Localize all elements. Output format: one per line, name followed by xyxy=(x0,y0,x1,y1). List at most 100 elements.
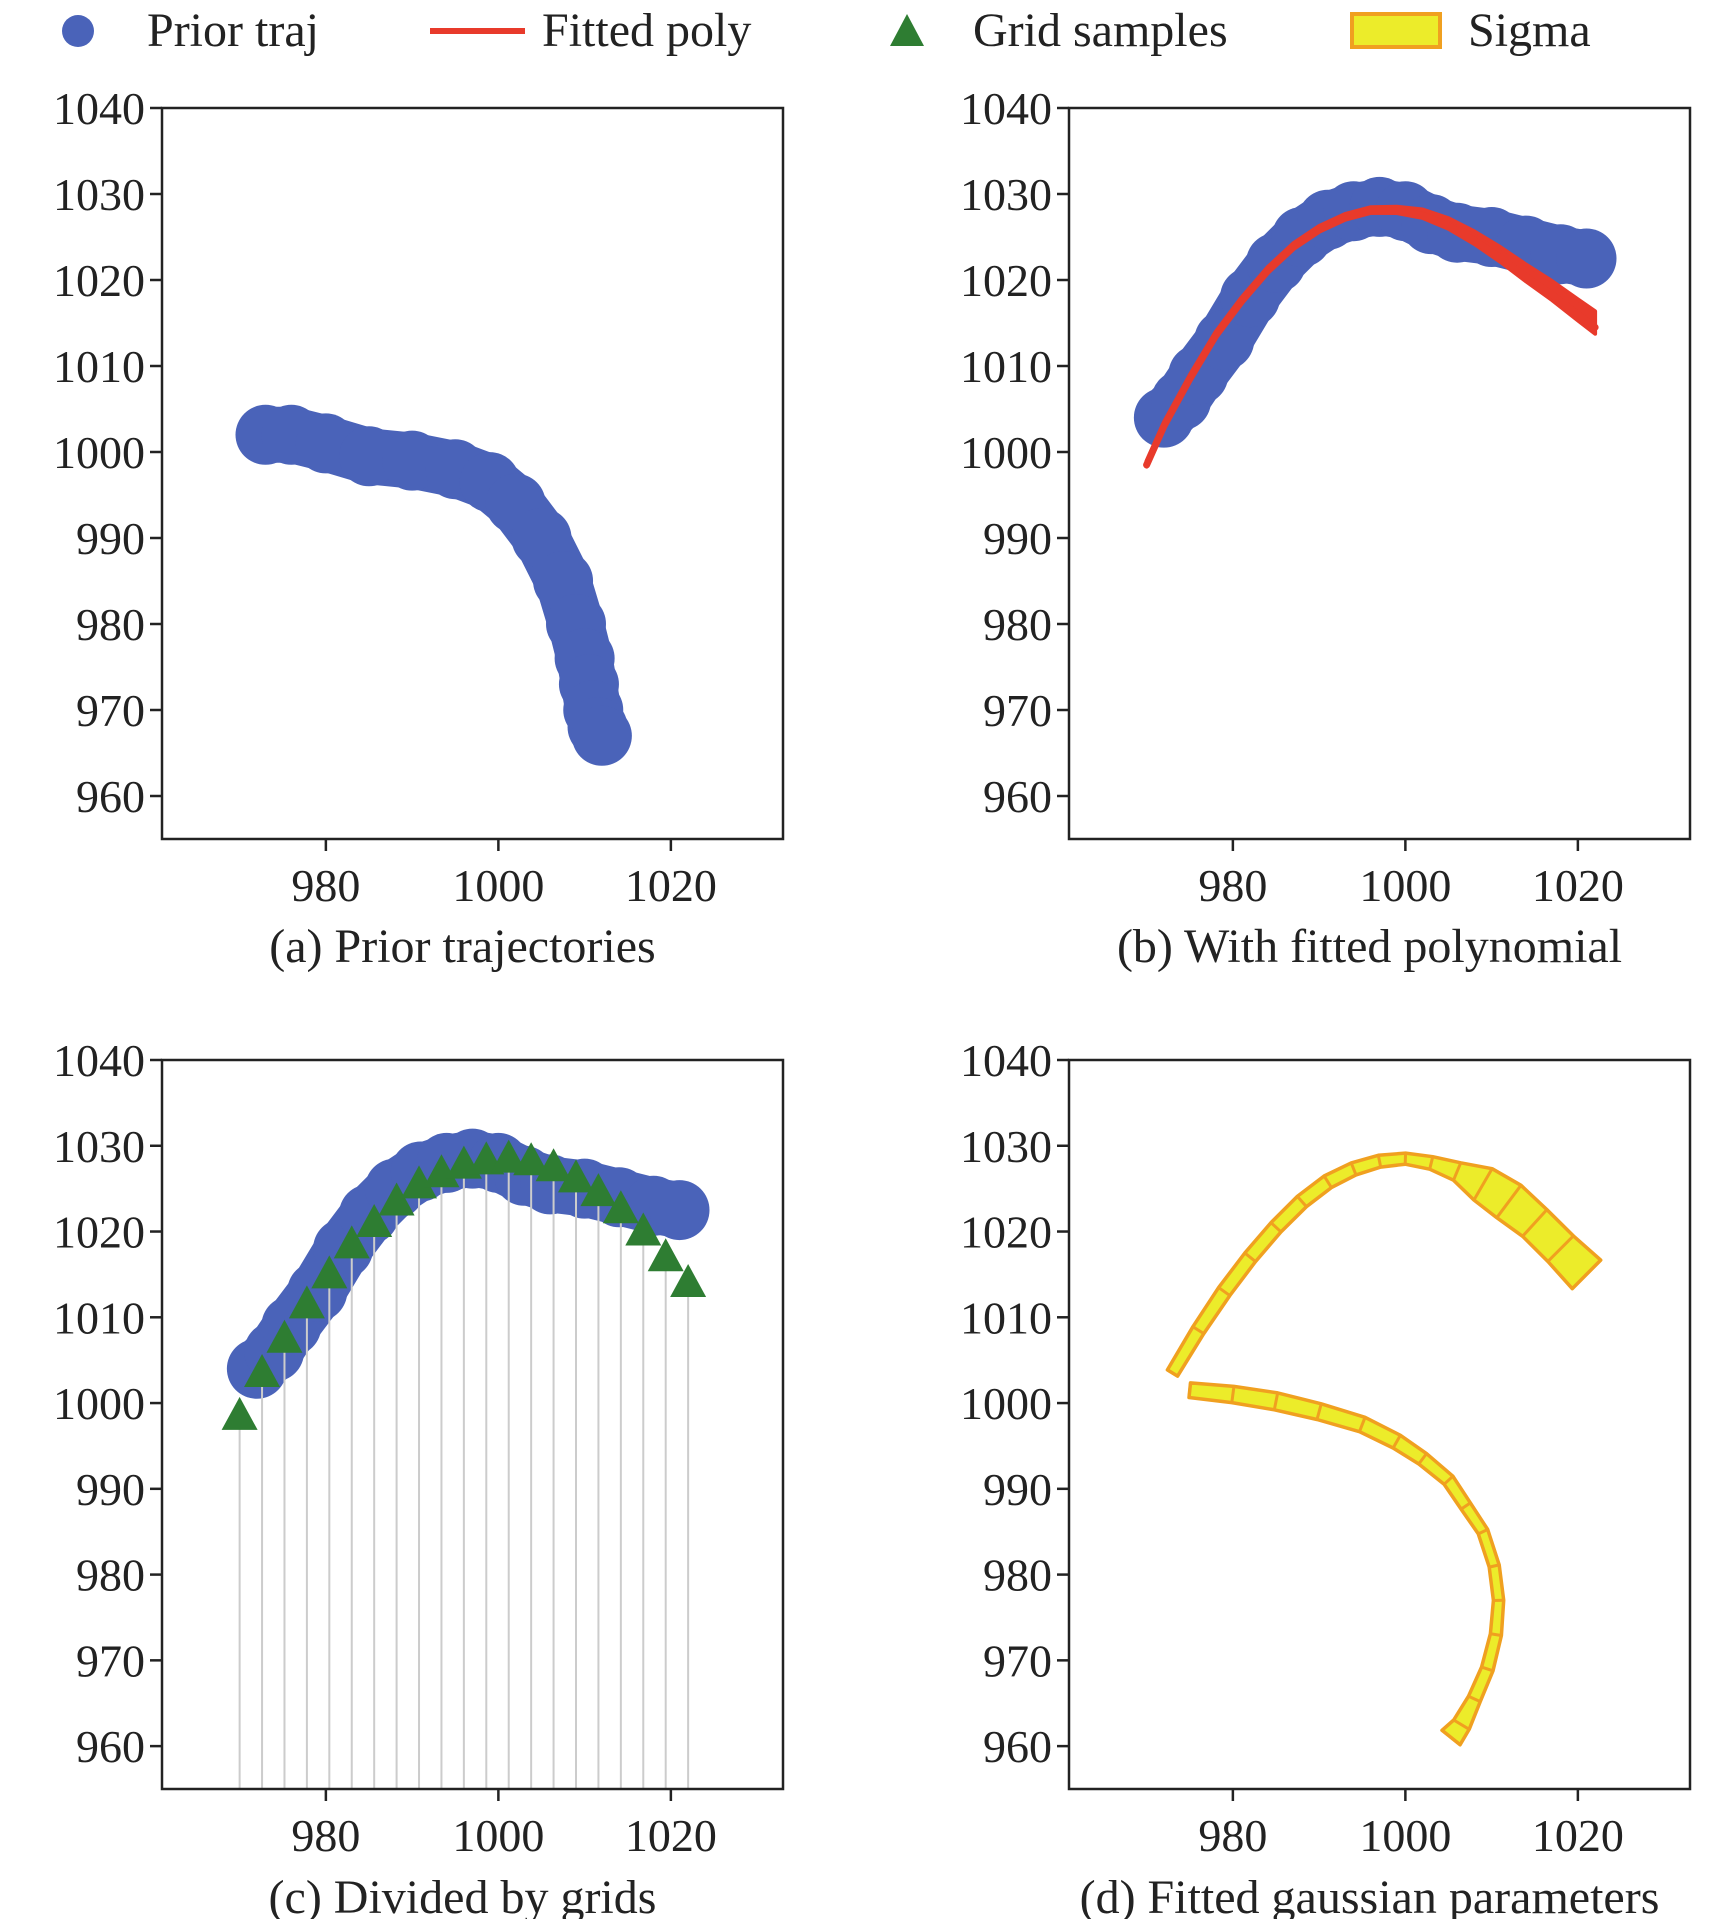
sigma-segment-divider xyxy=(1272,1392,1280,1411)
sigma-segment-divider xyxy=(1452,1162,1463,1181)
grid-sample-marker xyxy=(580,1173,617,1207)
sigma-segment-divider xyxy=(1441,1729,1462,1746)
sigma-segment-divider xyxy=(1428,1156,1435,1170)
sigma-segment-divider xyxy=(1481,1665,1494,1673)
y-tick-label: 1010 xyxy=(53,1292,145,1343)
sigma-segment-divider xyxy=(1376,1155,1383,1168)
y-tick-label: 1020 xyxy=(960,255,1052,306)
x-tick-label: 980 xyxy=(291,860,360,911)
panel-caption: (d) Fitted gaussian parameters xyxy=(1080,1871,1660,1919)
y-tick-label: 1040 xyxy=(960,1035,1052,1086)
sigma-segment-divider xyxy=(1467,1694,1481,1704)
sigma-segment-divider xyxy=(1217,1286,1231,1297)
grid-sample-marker xyxy=(490,1139,527,1173)
x-tick-label: 980 xyxy=(1198,860,1267,911)
plot-area xyxy=(1133,176,1617,469)
panel-caption: (a) Prior trajectories xyxy=(269,920,655,973)
panel-d: 960 970 980 990 1000 1010 1020 1030 1040 980 1000 1… xyxy=(960,1035,1692,1919)
sigma-segment-divider xyxy=(1477,1528,1489,1536)
x-tick-label: 980 xyxy=(291,1810,360,1861)
sigma-segment-divider xyxy=(1472,1167,1494,1201)
sigma-segment-divider xyxy=(1349,1162,1358,1176)
plot-frame xyxy=(1067,106,1692,841)
sigma-segment-divider xyxy=(1166,1368,1179,1378)
y-tick-label: 990 xyxy=(983,1464,1052,1515)
y-tick-label: 990 xyxy=(76,1464,145,1515)
sigma-segment-divider xyxy=(1460,1501,1472,1511)
y-tick-label: 1020 xyxy=(960,1207,1052,1258)
plot-area xyxy=(221,1128,710,1789)
grid-sample-marker xyxy=(670,1263,707,1297)
panel-c: 960 970 980 990 1000 1010 1020 1030 1040 980 1000 1… xyxy=(53,1035,785,1919)
x-tick-label: 1020 xyxy=(1532,1810,1624,1861)
y-tick-label: 960 xyxy=(76,771,145,822)
legend-grid-marker xyxy=(890,14,924,46)
legend-prior-marker xyxy=(62,15,94,47)
y-tick-label: 1040 xyxy=(53,83,145,134)
grid-sample-marker xyxy=(244,1354,281,1388)
sigma-segment-divider xyxy=(1315,1403,1323,1420)
x-tick-label: 1020 xyxy=(625,1810,717,1861)
grid-sample-marker xyxy=(602,1190,639,1224)
y-tick-label: 1040 xyxy=(53,1035,145,1086)
sigma-segment-divider xyxy=(1490,1632,1502,1638)
grid-sample-marker xyxy=(535,1148,572,1182)
prior-point xyxy=(339,426,399,487)
panel-caption: (c) Divided by grids xyxy=(269,1871,657,1919)
sigma-segment-divider xyxy=(1521,1208,1549,1238)
x-tick-label: 1000 xyxy=(1359,1810,1451,1861)
prior-point xyxy=(1194,310,1255,371)
prior-point xyxy=(571,705,632,766)
sigma-segment-divider xyxy=(1322,1175,1333,1189)
y-tick-label: 1020 xyxy=(53,1207,145,1258)
x-tick-label: 1000 xyxy=(1359,860,1451,911)
prior-point xyxy=(649,1180,710,1241)
x-tick-label: 1020 xyxy=(1532,860,1624,911)
y-tick-label: 960 xyxy=(983,1721,1052,1772)
y-tick-label: 1040 xyxy=(960,83,1052,134)
y-tick-label: 990 xyxy=(76,513,145,564)
panel-b: 960 970 980 990 1000 1010 1020 1030 1040 980 1000 1… xyxy=(960,83,1692,973)
grid-sample-marker xyxy=(288,1285,325,1319)
plot-area xyxy=(235,404,632,766)
grid-sample-marker xyxy=(647,1238,684,1272)
grid-sample-marker xyxy=(401,1165,438,1199)
y-tick-label: 990 xyxy=(983,513,1052,564)
sigma-segment-divider xyxy=(1230,1386,1236,1403)
legend-grid-label: Grid samples xyxy=(973,4,1228,57)
y-tick-label: 1000 xyxy=(960,427,1052,478)
grid-sample-marker xyxy=(423,1154,460,1188)
y-tick-label: 980 xyxy=(76,599,145,650)
sigma-segment-divider xyxy=(1187,1382,1192,1398)
x-tick-label: 1000 xyxy=(452,860,544,911)
y-tick-label: 980 xyxy=(76,1550,145,1601)
x-tick-label: 1020 xyxy=(625,860,717,911)
y-tick-label: 1030 xyxy=(53,1121,145,1172)
sigma-segment-divider xyxy=(1488,1563,1500,1569)
plot-area xyxy=(1165,1151,1603,1747)
y-tick-label: 970 xyxy=(76,1635,145,1686)
legend: Prior traj Fitted poly Grid samples Sigm… xyxy=(62,4,1591,57)
y-tick-label: 1010 xyxy=(960,341,1052,392)
fitted-poly-line xyxy=(1143,207,1599,469)
plot-frame xyxy=(160,106,785,841)
y-tick-label: 960 xyxy=(76,1721,145,1772)
grid-sample-marker xyxy=(513,1142,550,1176)
sigma-segment-divider xyxy=(1452,1718,1470,1731)
y-tick-label: 1000 xyxy=(53,427,145,478)
sigma-segment-divider xyxy=(1546,1234,1575,1263)
y-tick-label: 1030 xyxy=(53,169,145,220)
y-tick-label: 1000 xyxy=(53,1378,145,1429)
prior-point xyxy=(1556,228,1617,289)
grid-sample-marker xyxy=(378,1182,415,1216)
y-tick-label: 1020 xyxy=(53,255,145,306)
y-tick-label: 1030 xyxy=(960,169,1052,220)
sigma-segment-divider xyxy=(1495,1184,1523,1219)
x-tick-label: 1000 xyxy=(452,1810,544,1861)
y-tick-label: 1010 xyxy=(53,341,145,392)
grid-sample-marker xyxy=(311,1255,348,1289)
sigma-band xyxy=(1187,1381,1506,1747)
grid-sample-marker xyxy=(221,1396,258,1430)
y-tick-label: 1000 xyxy=(960,1378,1052,1429)
